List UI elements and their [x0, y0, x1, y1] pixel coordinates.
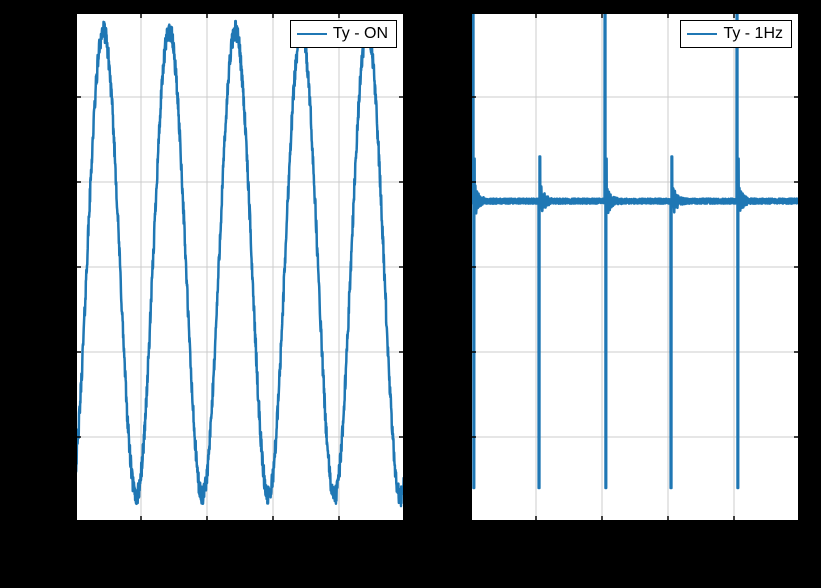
left-legend-swatch [297, 33, 327, 35]
left-series-line [75, 21, 405, 506]
right-ytick-label: -4 [451, 428, 464, 445]
right-xtick-label: 1 [521, 528, 551, 545]
left-legend-label: Ty - ON [333, 25, 388, 43]
right-ytick-label: 0 [456, 258, 464, 275]
right-ytick-label: 6 [456, 3, 464, 20]
left-ytick-label: 2 [61, 173, 69, 190]
left-xtick-label: 0 [60, 528, 90, 545]
left-chart-panel: Ty - ON [75, 12, 405, 522]
left-xtick-label: 4 [324, 528, 354, 545]
right-xtick-label: 0 [455, 528, 485, 545]
right-chart-panel: Ty - 1Hz [470, 12, 800, 522]
left-xtick-label: 3 [258, 528, 288, 545]
right-series-line [470, 12, 800, 488]
left-ytick-label: 2.5 [48, 88, 69, 105]
right-legend-label: Ty - 1Hz [723, 25, 783, 43]
right-ytick-label: -6 [451, 513, 464, 530]
left-ytick-label: 1.5 [48, 258, 69, 275]
right-ytick-label: -2 [451, 343, 464, 360]
right-ylabel: Ty (Nm) [412, 195, 436, 257]
right-legend: Ty - 1Hz [680, 20, 792, 48]
right-ytick-label: 4 [456, 88, 464, 105]
left-legend: Ty - ON [290, 20, 397, 48]
left-ytick-label: 0.5 [48, 428, 69, 445]
right-chart-svg [470, 12, 800, 522]
right-legend-swatch [687, 33, 717, 35]
right-xtick-label: 2 [587, 528, 617, 545]
left-ylabel: Ty (Nm) [17, 195, 41, 257]
left-ytick-label: 3 [61, 3, 69, 20]
left-chart-svg [75, 12, 405, 522]
right-ytick-label: 2 [456, 173, 464, 190]
left-xtick-label: 2 [192, 528, 222, 545]
right-xlabel: Time (s) [590, 550, 680, 571]
right-xtick-label: 3 [653, 528, 683, 545]
left-xtick-label: 5 [390, 528, 420, 545]
left-ytick-label: 1 [61, 343, 69, 360]
left-xlabel: Time (s) [195, 550, 285, 571]
left-xtick-label: 1 [126, 528, 156, 545]
right-xtick-label: 4 [719, 528, 749, 545]
left-ytick-label: 0 [61, 513, 69, 530]
right-xtick-label: 5 [785, 528, 815, 545]
